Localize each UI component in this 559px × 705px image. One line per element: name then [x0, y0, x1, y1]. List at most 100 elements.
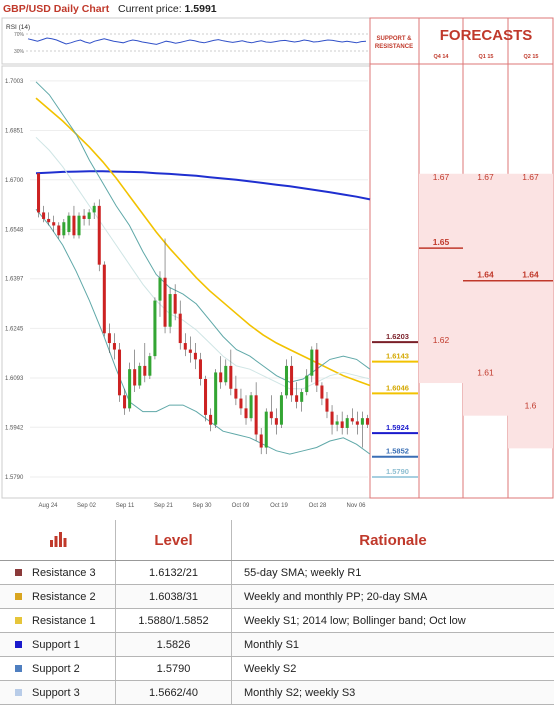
table-row: Resistance 3 1.6132/21 55-day SMA; weekl… [0, 560, 554, 585]
candle [133, 349, 137, 393]
indicator-line [35, 170, 371, 201]
level-marker: 1.6203 [372, 332, 418, 344]
candle [284, 359, 289, 399]
candle [92, 202, 96, 219]
candle [148, 352, 152, 379]
x-tick-label: Nov 06 [346, 503, 366, 509]
row-name-cell: Resistance 3 [0, 560, 116, 585]
candle [239, 388, 243, 415]
bar-chart-icon [49, 531, 66, 547]
candle [183, 333, 187, 357]
candle [143, 343, 147, 383]
candle [259, 427, 263, 455]
y-tick-label: 1.6548 [5, 227, 24, 233]
candle [209, 408, 213, 432]
candle [254, 382, 258, 442]
candle [57, 222, 61, 239]
row-level: 1.5880/1.5852 [115, 608, 232, 633]
forecast-label: 1.6 [525, 400, 537, 410]
y-tick-label: 1.6700 [5, 178, 24, 184]
candle [229, 349, 233, 396]
forecast-label: 1.61 [477, 368, 494, 378]
y-tick-label: 1.7003 [5, 79, 24, 85]
forecast-value: 1.6 [525, 400, 537, 410]
forecast-label: 1.64 [522, 270, 539, 280]
table-row: Support 3 1.5662/40 Monthly S2; weekly S… [0, 680, 554, 705]
table-header-icon-cell [0, 520, 116, 561]
forecast-value: 1.67 [477, 172, 494, 182]
candle [249, 392, 253, 422]
candle [188, 336, 192, 363]
level-marker: 1.6143 [372, 352, 418, 363]
candle [178, 300, 182, 350]
candle [123, 388, 127, 415]
row-rationale: Weekly S2 [231, 656, 554, 681]
candle [244, 395, 248, 425]
forecast-col-q2-15: Q2 15 [524, 54, 539, 60]
indicator-line [35, 208, 371, 455]
candle [290, 356, 294, 402]
forecast-label: 1.65 [433, 237, 450, 247]
levels-table-header: Level Rationale [0, 520, 554, 561]
x-tick-label: Aug 24 [38, 503, 58, 509]
candle [350, 408, 354, 425]
candle [153, 297, 157, 360]
candle [335, 414, 339, 432]
current-price-label: Current price: [118, 3, 182, 15]
forecasts-title: FORECASTS [440, 27, 533, 44]
row-color-swatch [15, 665, 22, 672]
row-rationale: 55-day SMA; weekly R1 [231, 560, 554, 585]
row-level: 1.5662/40 [115, 680, 232, 705]
forecast-value: 1.65 [419, 237, 463, 249]
row-rationale: Weekly S1; 2014 low; Bollinger band; Oct… [231, 608, 554, 633]
levels-panel [369, 17, 420, 499]
candle [193, 343, 197, 370]
x-tick-label: Oct 19 [270, 503, 288, 509]
candle [274, 408, 278, 435]
y-tick-label: 1.5942 [5, 425, 24, 431]
forecast-label: 1.67 [477, 172, 494, 182]
candle [72, 205, 76, 239]
x-tick-label: Sep 21 [154, 503, 174, 509]
y-tick-label: 1.6093 [5, 376, 24, 382]
row-level: 1.5790 [115, 656, 232, 681]
forecast-label: 1.67 [522, 172, 539, 182]
level-marker: 1.5852 [372, 447, 418, 458]
forecast-value: 1.61 [477, 368, 494, 378]
candle [52, 215, 56, 233]
level-label: 1.5790 [386, 467, 409, 476]
current-price-value: 1.5991 [184, 3, 217, 15]
candle [158, 271, 162, 317]
level-label: 1.6203 [386, 332, 409, 341]
candle [82, 209, 86, 226]
candle [102, 261, 106, 337]
candle [264, 408, 268, 455]
candle [300, 388, 304, 412]
candle [87, 209, 91, 226]
y-tick-label: 1.6245 [5, 326, 24, 332]
panel-sr-line2: RESISTANCE [375, 44, 413, 50]
forecast-col-q4-14: Q4 14 [434, 54, 450, 60]
row-rationale: Monthly S1 [231, 632, 554, 657]
forecast-range [419, 173, 463, 384]
candle [214, 369, 218, 428]
candle [325, 392, 329, 419]
candle [198, 352, 202, 386]
candle [173, 284, 177, 321]
row-color-swatch [15, 617, 22, 624]
level-marker: 1.5924 [372, 423, 418, 435]
candle [117, 343, 122, 402]
candle [224, 359, 228, 386]
levels-table: Level Rationale Resistance 3 1.6132/21 5… [0, 520, 554, 705]
forecast-range [508, 173, 553, 449]
row-rationale: Weekly and monthly PP; 20-day SMA [231, 584, 554, 609]
candle [62, 218, 66, 239]
candle [355, 411, 359, 435]
current-price: Current price: 1.5991 [118, 3, 217, 15]
candle [305, 369, 309, 396]
rsi-label: RSI (14) [6, 24, 30, 31]
x-tick-label: Sep 30 [192, 503, 212, 509]
candle [107, 323, 111, 353]
row-name-cell: Support 1 [0, 632, 116, 657]
chart-title: GBP/USD Daily Chart [3, 3, 110, 15]
